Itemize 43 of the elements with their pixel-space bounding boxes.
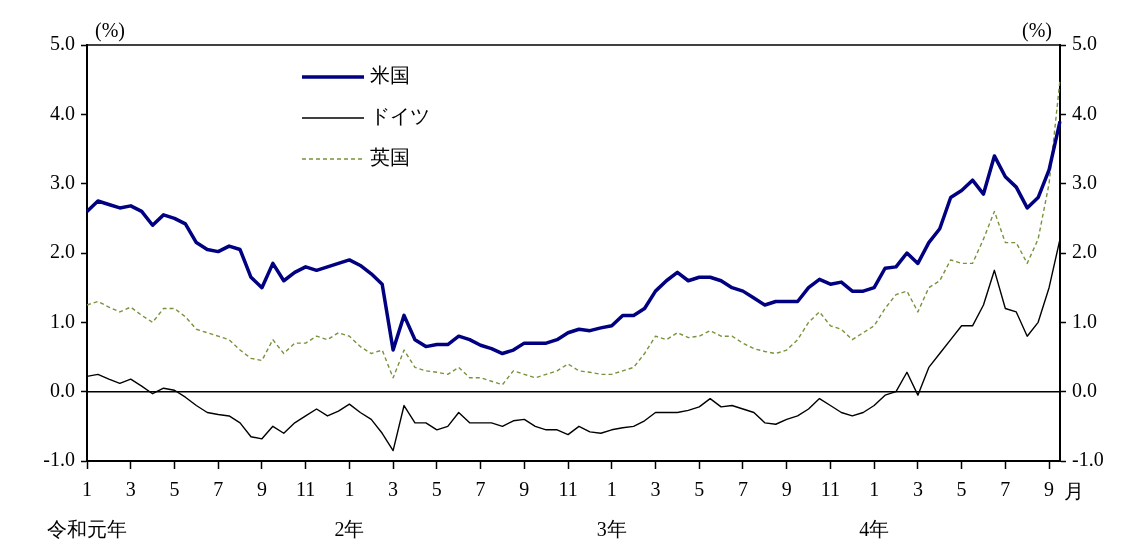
x-tick-label: 7 bbox=[737, 478, 748, 501]
x-tick-label: 9 bbox=[1044, 478, 1055, 501]
y-tick-label: -1.0 bbox=[43, 448, 75, 471]
legend-label: ドイツ bbox=[370, 105, 430, 128]
x-tick-label: 9 bbox=[256, 478, 267, 501]
x-tick-label: 7 bbox=[213, 478, 224, 501]
legend-label: 米国 bbox=[370, 64, 410, 87]
y2-tick-label: 1.0 bbox=[1072, 309, 1097, 332]
x-tick-label: 11 bbox=[558, 478, 578, 501]
x-tick-label: 5 bbox=[956, 478, 967, 501]
y2-tick-label: 2.0 bbox=[1072, 240, 1097, 263]
x-tick-label: 3 bbox=[912, 478, 923, 501]
y2-tick-label: 4.0 bbox=[1072, 101, 1097, 124]
y2-tick-label: 0.0 bbox=[1072, 378, 1097, 401]
x-tick-label: 5 bbox=[169, 478, 180, 501]
x-tick-label: 7 bbox=[475, 478, 486, 501]
x-tick-label: 1 2年 bbox=[334, 478, 365, 541]
y2-tick-label: 3.0 bbox=[1072, 170, 1097, 193]
x-tick-label: 11 bbox=[820, 478, 841, 501]
x-tick-label: 3 bbox=[650, 478, 661, 501]
x-tick-label: 9 bbox=[781, 478, 792, 501]
y-tick-label: 1.0 bbox=[50, 309, 75, 332]
y2-tick-label: 5.0 bbox=[1072, 32, 1097, 55]
y-tick-label: 4.0 bbox=[50, 101, 75, 124]
y-tick-label: 3.0 bbox=[50, 170, 75, 193]
y-tick-label: 2.0 bbox=[50, 240, 75, 263]
x-tick-label: 3 bbox=[388, 478, 399, 501]
y-tick-label: 5.0 bbox=[50, 32, 75, 55]
x-tick-label: 9 bbox=[519, 478, 530, 501]
x-axis-title: 月 bbox=[1064, 480, 1084, 503]
x-tick-label: 1 4年 bbox=[859, 478, 890, 541]
x-tick-label: 1 令和元年 bbox=[47, 478, 127, 541]
y-tick-label: 0.0 bbox=[50, 378, 75, 401]
x-tick-label: 7 bbox=[1000, 478, 1011, 501]
x-tick-label: 3 bbox=[125, 478, 136, 501]
y-axis-title: (%) bbox=[95, 19, 125, 42]
x-tick-label: 1 3年 bbox=[596, 478, 627, 541]
x-tick-label: 5 bbox=[431, 478, 442, 501]
x-tick-label: 11 bbox=[296, 478, 316, 501]
legend-label: 英国 bbox=[370, 146, 410, 169]
y2-axis-title: (%) bbox=[1022, 19, 1052, 42]
x-tick-label: 5 bbox=[694, 478, 705, 501]
y2-tick-label: -1.0 bbox=[1072, 448, 1104, 471]
